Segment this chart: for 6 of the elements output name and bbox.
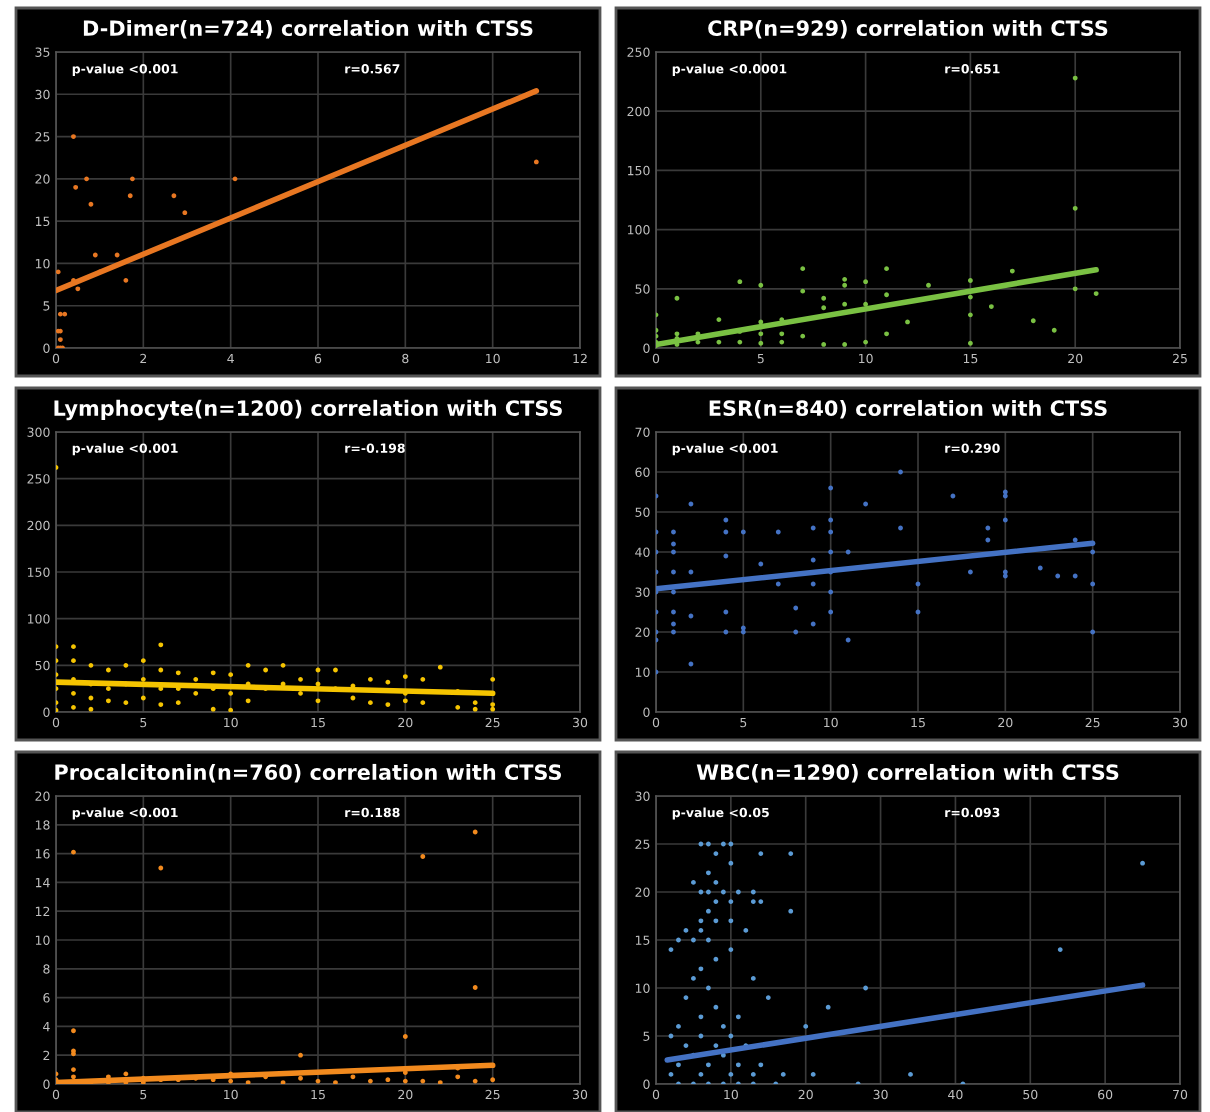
- chart-title: WBC(n=1290) correlation with CTSS: [696, 763, 1119, 783]
- chart-title: D-Dimer(n=724) correlation with CTSS: [83, 19, 533, 39]
- chart-title: CRP(n=929) correlation with CTSS: [708, 19, 1108, 39]
- chart-title: Procalcitonin(n=760) correlation with CTSS: [55, 763, 562, 783]
- chart-title: ESR(n=840) correlation with CTSS: [709, 399, 1107, 419]
- chart-title: Lymphocyte(n=1200) correlation with CTSS: [54, 399, 562, 421]
